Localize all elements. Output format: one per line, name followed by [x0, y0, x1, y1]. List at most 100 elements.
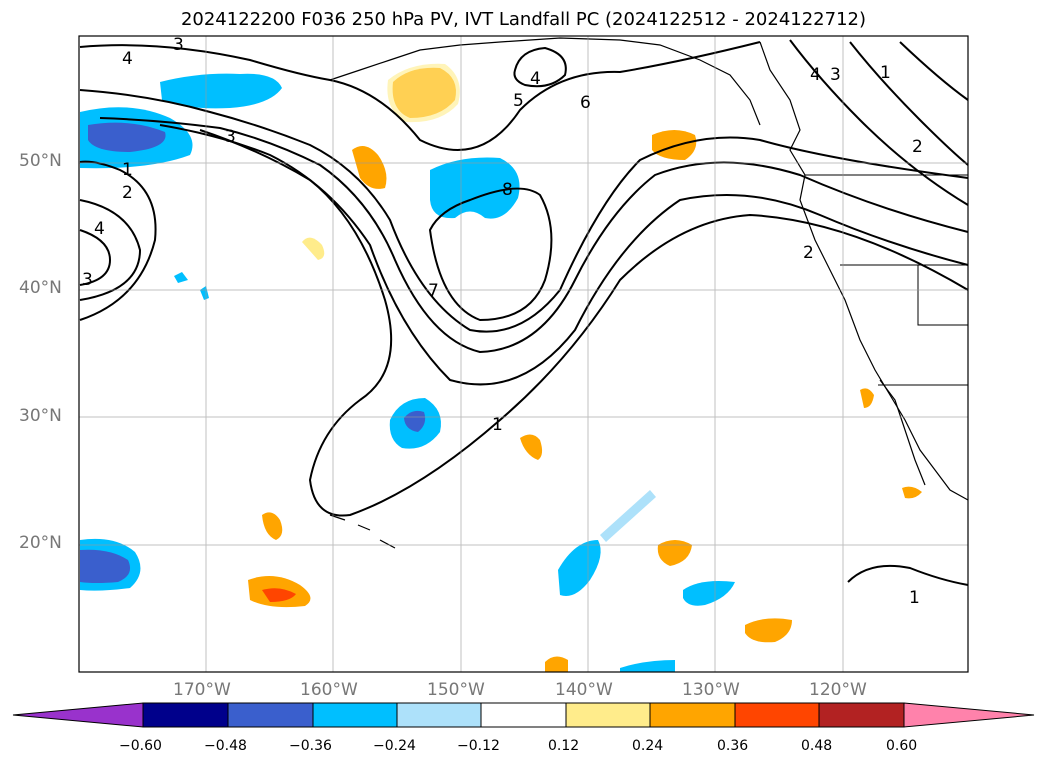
contour-line [159, 124, 969, 386]
colorbar-tick-label: −0.36 [289, 738, 332, 754]
colorbar [12, 702, 1035, 728]
contour-line [79, 229, 112, 286]
fill-blob-nw-core [88, 122, 166, 152]
fill-blob-center-blue [430, 157, 520, 219]
contour-label: 4 [122, 49, 133, 69]
contour-label: 2 [912, 137, 923, 157]
contour-label: 4 [530, 69, 541, 89]
fill-blob-n-orange-edge [387, 63, 460, 123]
fill-blob-orange-3 [652, 130, 697, 160]
lon-label-120w: 120°W [809, 680, 867, 700]
coastline-alaska [329, 37, 761, 126]
colorbar-segment [480, 702, 567, 728]
contour-line [99, 117, 969, 354]
coastline-north-america [759, 41, 969, 501]
colorbar-segment [649, 702, 736, 728]
contour-line [79, 89, 969, 333]
contour-line [513, 46, 567, 88]
colorbar-tick-label: −0.60 [119, 738, 162, 754]
colorbar-segment [142, 702, 229, 728]
colorbar-segment [227, 702, 314, 728]
lat-label-40n: 40°N [19, 278, 62, 298]
fill-streak-blue [600, 490, 656, 542]
contour-label: 4 [810, 65, 821, 85]
contour-line [899, 41, 969, 101]
fill-blob-orange-s5 [745, 618, 792, 643]
contour-line [79, 160, 157, 321]
colorbar-tick-label: −0.24 [373, 738, 416, 754]
contour-label: 1 [122, 160, 133, 180]
border-states [840, 264, 968, 386]
colorbar-segment [396, 702, 482, 728]
contour-label: 7 [428, 281, 439, 301]
political-borders [805, 174, 968, 386]
hawaii-islands [329, 514, 396, 549]
coastlines [329, 37, 969, 549]
lat-label-30n: 30°N [19, 406, 62, 426]
colorbar-tick-label: −0.48 [204, 738, 247, 754]
lon-label-140w: 140°W [555, 680, 613, 700]
fill-blob-orange-s3 [520, 434, 543, 460]
colorbar-tick-label: 0.24 [632, 738, 664, 754]
colorbar-segment [565, 702, 651, 728]
lon-label-130w: 130°W [682, 680, 740, 700]
contour-label: 8 [502, 180, 513, 200]
contour-label: 3 [830, 65, 841, 85]
fill-blob-small-2 [200, 286, 209, 300]
fill-blob-orange-s6 [860, 388, 874, 408]
colorbar-segment [734, 702, 820, 728]
fill-blob-orange-2 [352, 146, 387, 189]
fill-blob-nw-top [160, 73, 282, 109]
contour-label: 1 [909, 588, 920, 608]
pv-anomaly-fill [80, 63, 922, 672]
colorbar-segment [312, 702, 398, 728]
contour-line [849, 41, 969, 166]
contour-label-group: 4 3 3 1 2 4 3 4 5 6 8 7 1 4 3 1 2 2 1 [82, 35, 923, 608]
colorbar-segment [818, 702, 905, 728]
fill-blob-s-blue-core [404, 410, 426, 432]
fill-blob-orange-s7 [902, 486, 922, 499]
colorbar-extend-left [12, 702, 144, 728]
fill-blob-blue-s4 [620, 660, 675, 672]
contour-label: 5 [513, 91, 524, 111]
contour-label: 2 [122, 183, 133, 203]
fill-blob-orange-s2 [262, 512, 283, 540]
colorbar-tick-label: 0.36 [717, 738, 749, 754]
fill-blob-blue-s3 [683, 581, 735, 606]
fill-blob-orange-s4 [657, 540, 692, 566]
pv-contours [79, 39, 969, 586]
contour-line [847, 564, 969, 586]
map-frame [78, 35, 969, 673]
contour-label: 6 [580, 93, 591, 113]
contour-line [79, 199, 142, 301]
contour-label: 1 [492, 415, 503, 435]
colorbar-tick-label: −0.12 [457, 738, 500, 754]
fill-blob-sw-core [80, 549, 131, 583]
lat-label-50n: 50°N [19, 151, 62, 171]
fill-blob-orange-s8 [545, 656, 568, 672]
colorbar-tick-label: 0.60 [886, 738, 918, 754]
contour-line [79, 41, 761, 151]
lat-label-20n: 20°N [19, 533, 62, 553]
graticule [79, 36, 968, 672]
fill-blob-blue-s2 [558, 540, 601, 596]
lon-label-150w: 150°W [427, 680, 485, 700]
lon-label-160w: 160°W [300, 680, 358, 700]
coastline-baja [879, 379, 926, 486]
lon-label-170w: 170°W [173, 680, 231, 700]
colorbar-tick-label: 0.48 [801, 738, 833, 754]
contour-line [428, 187, 553, 322]
fill-blob-yellow-1 [302, 237, 325, 260]
contour-line [199, 129, 969, 517]
contour-line [789, 39, 969, 206]
fill-blob-small-1 [174, 272, 188, 283]
contour-label: 2 [803, 243, 814, 263]
map-title: 2024122200 F036 250 hPa PV, IVT Landfall… [180, 9, 867, 30]
contour-label: 3 [82, 270, 93, 290]
fill-blob-red-s [262, 588, 296, 602]
contour-label: 4 [94, 219, 105, 239]
contour-label: 1 [880, 63, 891, 83]
colorbar-extend-right [903, 702, 1035, 728]
contour-label: 3 [173, 35, 184, 55]
